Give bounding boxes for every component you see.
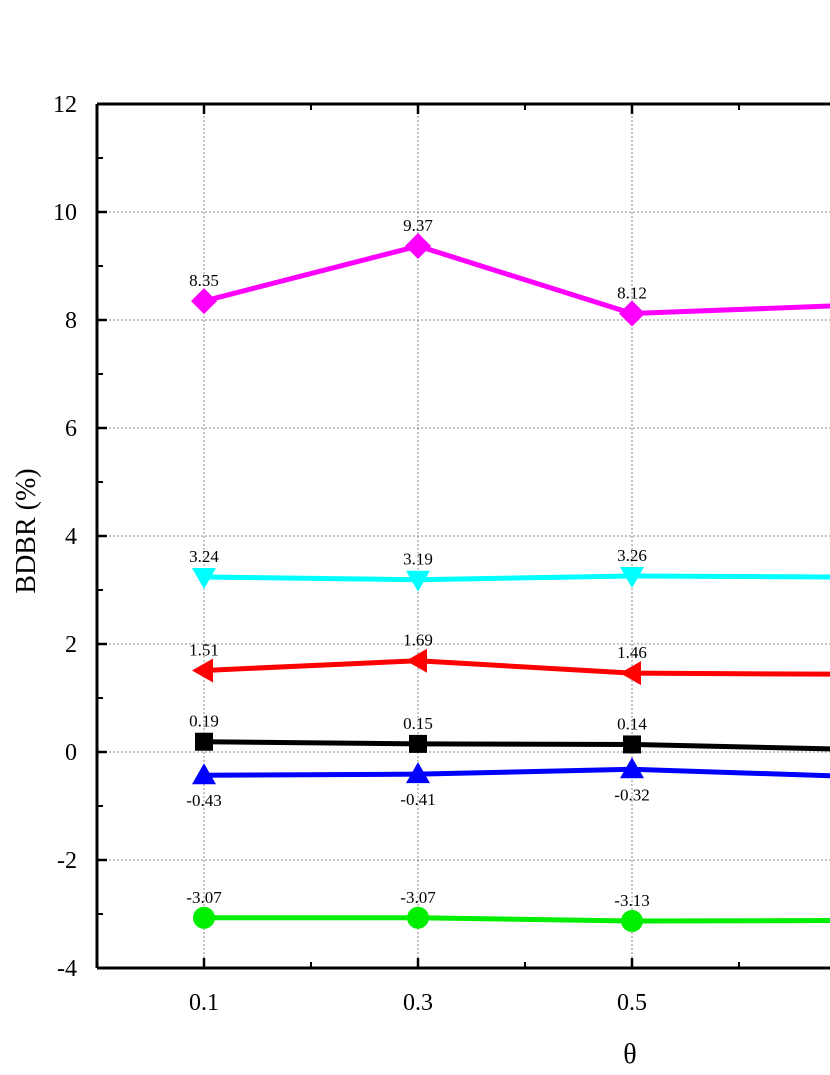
data-label: 8.35 <box>189 271 219 290</box>
data-label: -0.41 <box>400 790 435 809</box>
diamond-marker <box>191 288 217 315</box>
square-marker <box>195 732 213 751</box>
data-label: 0.15 <box>403 714 433 733</box>
data-label: 3.24 <box>189 547 219 566</box>
series-lines <box>203 243 830 924</box>
y-tick-label: 2 <box>65 632 77 658</box>
x-tick-label: 0.5 <box>617 990 647 1016</box>
y-tick-label: -4 <box>57 956 77 982</box>
data-label: 1.69 <box>403 631 433 650</box>
data-label: -0.32 <box>614 785 649 804</box>
circle-marker <box>621 910 643 933</box>
circle-marker <box>193 906 215 929</box>
data-label: 0.14 <box>617 714 647 733</box>
data-label: 8.12 <box>617 284 647 303</box>
series-line-2 <box>203 573 830 583</box>
square-marker <box>623 735 641 754</box>
series-markers <box>191 233 645 933</box>
data-label: -3.07 <box>400 888 436 907</box>
data-label: 3.26 <box>617 546 647 565</box>
diamond-marker <box>405 233 431 260</box>
triangle-up-marker <box>620 757 644 779</box>
data-label: -3.07 <box>186 888 222 907</box>
square-marker <box>409 734 427 753</box>
data-label: 0.19 <box>189 712 219 731</box>
series-line-5 <box>203 766 830 779</box>
circle-marker <box>407 906 429 929</box>
data-label: 9.37 <box>403 216 433 235</box>
data-label: -3.13 <box>614 891 649 910</box>
y-tick-label: 6 <box>65 416 77 442</box>
data-label: 3.19 <box>403 550 433 569</box>
series-line-3 <box>203 658 830 677</box>
triangle-up-marker <box>406 762 430 784</box>
triangle-left-marker <box>406 648 427 673</box>
series-line-6 <box>204 915 830 924</box>
x-tick-label: 0.3 <box>403 990 433 1016</box>
y-tick-label: 12 <box>53 92 77 118</box>
x-tick-label: 0.1 <box>189 990 219 1016</box>
series-line-1 <box>203 243 830 317</box>
data-label: -0.43 <box>186 791 221 810</box>
series-line-4 <box>203 739 830 752</box>
x-axis-label: θ <box>623 1039 636 1070</box>
triangle-down-marker <box>406 570 430 592</box>
diamond-marker <box>619 300 645 327</box>
triangle-up-marker <box>192 763 216 785</box>
data-label: 1.46 <box>617 643 647 662</box>
y-tick-label: 4 <box>65 524 77 550</box>
y-tick-label: 10 <box>53 200 77 226</box>
y-axis-label: BDBR (%) <box>11 468 42 593</box>
triangle-down-marker <box>620 566 644 588</box>
y-tick-label: 0 <box>65 740 77 766</box>
axis-ticks: -4 -2 0 2 4 6 8 10 12 0.1 0.3 0.5 <box>53 92 740 1016</box>
data-label: 1.51 <box>189 640 219 659</box>
data-labels: 8.35 9.37 8.12 3.24 3.19 3.26 1.51 1.69 1.46 0.19… <box>186 216 649 910</box>
triangle-down-marker <box>192 568 216 590</box>
grid-lines <box>97 103 830 968</box>
triangle-left-marker <box>192 658 213 683</box>
y-tick-label: 8 <box>65 308 77 334</box>
y-tick-label: -2 <box>57 848 77 874</box>
triangle-left-marker <box>620 661 641 686</box>
